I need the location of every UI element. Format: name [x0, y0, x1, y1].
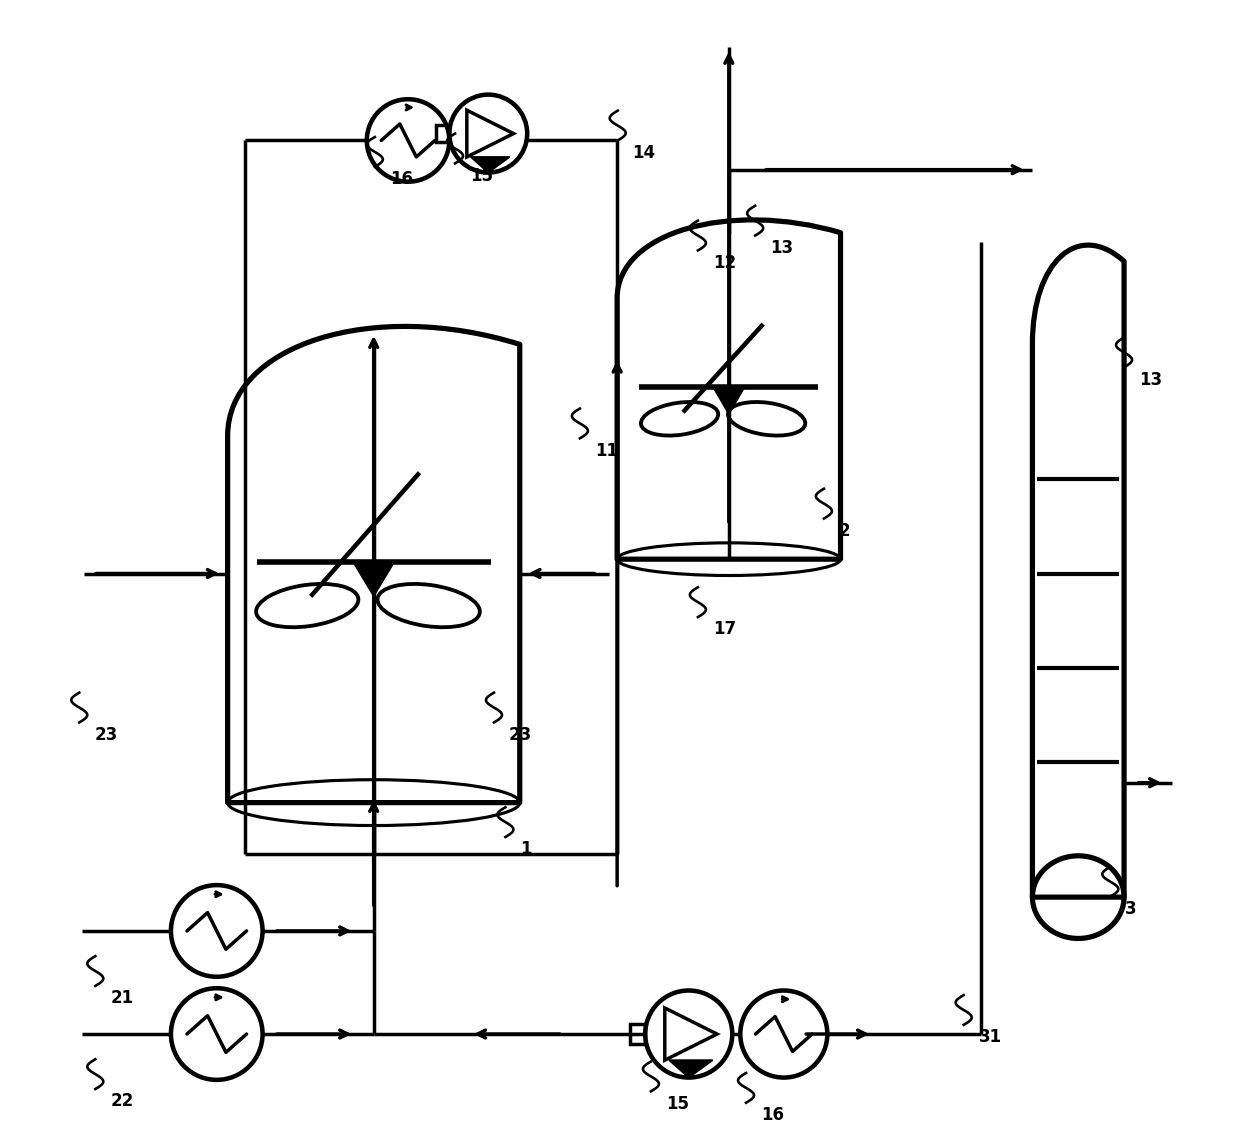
Text: 11: 11: [595, 442, 618, 460]
Text: 22: 22: [110, 1092, 134, 1110]
Text: 13: 13: [770, 239, 794, 257]
Text: 21: 21: [110, 990, 134, 1007]
Text: 12: 12: [713, 253, 735, 272]
Polygon shape: [670, 1060, 713, 1077]
Text: 13: 13: [1140, 370, 1162, 389]
Text: 15: 15: [470, 166, 494, 185]
Polygon shape: [353, 562, 394, 596]
Text: 14: 14: [632, 143, 656, 162]
Text: 3: 3: [1125, 900, 1137, 918]
Text: 31: 31: [978, 1029, 1002, 1046]
Text: 1: 1: [521, 841, 532, 858]
Text: 23: 23: [94, 726, 118, 744]
Polygon shape: [471, 157, 510, 172]
Text: 15: 15: [666, 1094, 689, 1113]
Text: 23: 23: [508, 726, 532, 744]
Text: 16: 16: [761, 1106, 784, 1124]
Text: 17: 17: [713, 621, 735, 639]
Polygon shape: [713, 387, 745, 414]
Text: 2: 2: [838, 522, 851, 540]
Text: 16: 16: [389, 170, 413, 188]
